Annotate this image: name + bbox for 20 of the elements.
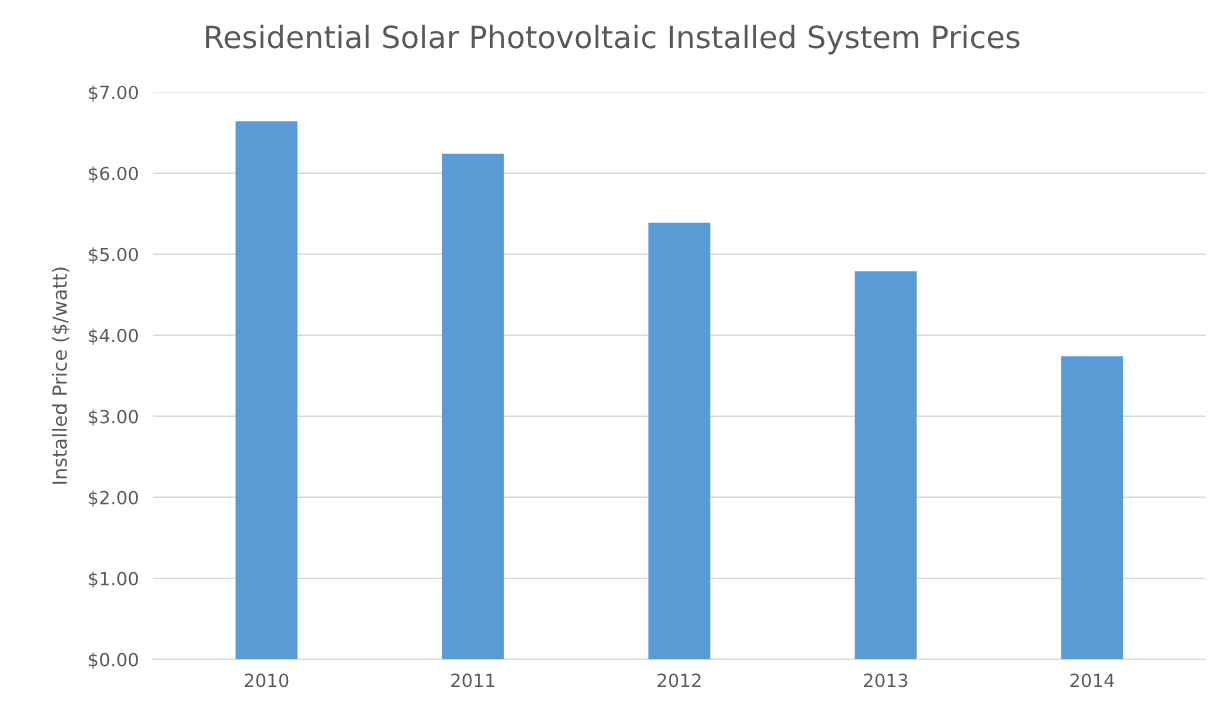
y-tick-label: $7.00 [88, 85, 138, 102]
y-tick-label: $5.00 [88, 247, 138, 264]
x-tick-label: 2013 [864, 673, 908, 688]
y-tick-label: $4.00 [88, 328, 138, 345]
bar [235, 121, 298, 660]
chart-title: Residential Solar Photovoltaic Installed System Prices [206, 24, 1020, 55]
bar [1061, 356, 1124, 660]
y-tick-label: $2.00 [88, 490, 138, 507]
bar [648, 222, 711, 660]
bar [441, 153, 504, 660]
x-tick-label: 2010 [244, 673, 289, 688]
y-tick-label: $1.00 [88, 571, 138, 588]
x-tick-label: 2012 [657, 673, 701, 688]
y-axis-title: Installed Price ($/watt) [51, 267, 70, 484]
y-tick-label: $3.00 [88, 409, 138, 426]
y-tick-label: $6.00 [88, 166, 138, 183]
y-tick-label: $0.00 [88, 652, 138, 669]
x-tick-label: 2011 [451, 673, 495, 688]
bar [854, 271, 917, 660]
x-tick-label: 2014 [1070, 673, 1115, 688]
